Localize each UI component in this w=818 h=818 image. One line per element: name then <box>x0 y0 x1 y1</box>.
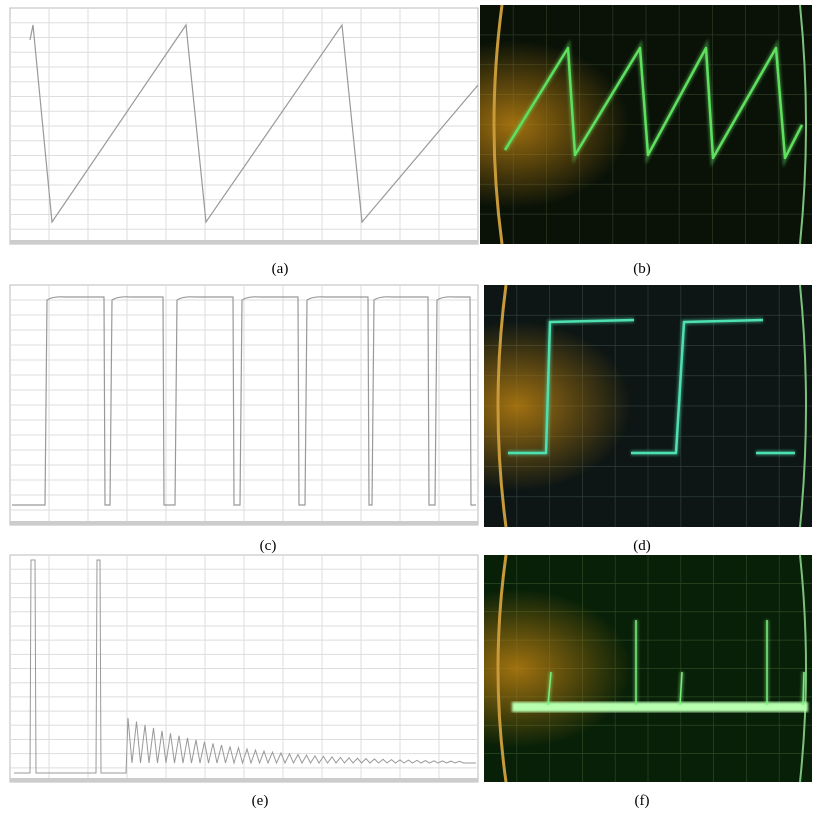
axis-bar <box>10 778 478 782</box>
glow <box>484 555 812 782</box>
bezel <box>799 554 807 783</box>
waveform <box>12 296 476 506</box>
scope-band <box>512 702 808 712</box>
panel-label: (f) <box>635 793 650 809</box>
glow <box>484 285 812 527</box>
waveform <box>14 559 476 774</box>
bezel <box>492 4 504 245</box>
bezel <box>799 284 807 528</box>
scope-trace <box>503 46 804 160</box>
scope-trace <box>508 318 795 455</box>
scope-trace <box>547 620 805 706</box>
panel-label: (a) <box>272 261 289 277</box>
panel-label: (d) <box>633 538 651 554</box>
axis-bar <box>10 240 478 244</box>
bezel <box>799 4 807 245</box>
bezel <box>496 554 508 783</box>
bezel <box>496 284 508 528</box>
panel-label: (c) <box>260 538 277 554</box>
axis-bar <box>10 521 478 525</box>
panel-label: (b) <box>633 261 651 277</box>
waveform <box>29 23 479 224</box>
panel-label: (e) <box>252 793 269 809</box>
